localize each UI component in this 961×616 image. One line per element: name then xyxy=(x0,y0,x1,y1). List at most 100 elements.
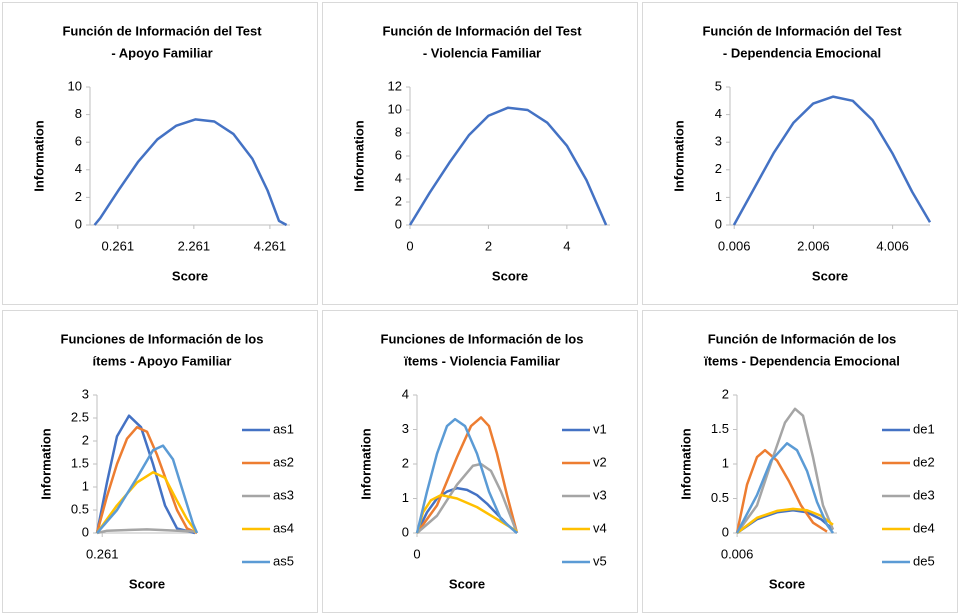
y-tick-label: 1 xyxy=(82,478,89,493)
chart-title: ítems - Apoyo Familiar xyxy=(93,353,232,368)
chart-title: Función de Información de los xyxy=(708,331,897,346)
y-tick-label: 0 xyxy=(402,524,409,539)
x-axis-label: Score xyxy=(449,576,485,591)
legend-label: de2 xyxy=(913,454,935,469)
legend-label: de3 xyxy=(913,487,935,502)
y-tick-label: 1.5 xyxy=(711,421,729,436)
y-tick-label: 4 xyxy=(395,170,402,185)
y-tick-label: 8 xyxy=(395,124,402,139)
x-tick-label: 2 xyxy=(485,238,492,253)
legend-label: v2 xyxy=(593,454,607,469)
y-tick-label: 4 xyxy=(402,386,409,401)
y-tick-label: 4 xyxy=(75,161,82,176)
x-tick-label: 0.261 xyxy=(86,546,119,561)
y-tick-label: 2 xyxy=(395,193,402,208)
x-tick-label: 4 xyxy=(563,238,570,253)
y-tick-label: 3 xyxy=(82,386,89,401)
data-line xyxy=(96,444,199,534)
y-tick-label: 0 xyxy=(395,216,402,231)
chart-title: - Apoyo Familiar xyxy=(111,45,212,60)
y-axis-label: Information xyxy=(31,120,46,192)
y-tick-label: 0 xyxy=(722,524,729,539)
legend-label: v4 xyxy=(593,520,607,535)
y-tick-label: 4 xyxy=(715,106,722,121)
chart-title: - Dependencia Emocional xyxy=(723,45,881,60)
legend-label: de4 xyxy=(913,520,935,535)
y-tick-label: 2 xyxy=(82,432,89,447)
data-line xyxy=(735,407,835,534)
y-tick-label: 12 xyxy=(388,78,402,93)
legend-label: v5 xyxy=(593,553,607,568)
y-tick-label: 2 xyxy=(402,455,409,470)
x-tick-label: 0 xyxy=(413,546,420,561)
data-line xyxy=(415,493,518,534)
x-tick-label: 2.006 xyxy=(797,238,830,253)
data-line xyxy=(408,106,608,226)
chart-title: Funciones de Información de los xyxy=(381,331,584,346)
y-tick-label: 0 xyxy=(82,524,89,539)
panel-border xyxy=(322,2,638,305)
chart-title: - Violencia Familiar xyxy=(423,45,541,60)
chart-title: Función de Información del Test xyxy=(382,23,582,38)
y-axis-label: Information xyxy=(671,120,686,192)
y-tick-label: 2 xyxy=(722,386,729,401)
legend-label: as5 xyxy=(273,553,294,568)
data-line xyxy=(736,507,834,534)
legend-label: v1 xyxy=(593,421,607,436)
y-tick-label: 8 xyxy=(75,106,82,121)
data-line xyxy=(415,417,518,534)
y-tick-label: 2 xyxy=(715,161,722,176)
panel-border xyxy=(642,2,958,305)
y-tick-label: 1.5 xyxy=(71,455,89,470)
chart-panel: Función de Información del Test - Violenc… xyxy=(322,2,638,305)
legend-label: as1 xyxy=(273,421,294,436)
legend-label: as4 xyxy=(273,520,294,535)
y-axis-label: Information xyxy=(678,428,693,500)
y-tick-label: 3 xyxy=(715,134,722,149)
data-line xyxy=(735,442,835,534)
legend-label: as3 xyxy=(273,487,294,502)
x-axis-label: Score xyxy=(492,268,528,283)
x-tick-label: 0.261 xyxy=(102,238,135,253)
x-tick-label: 4.006 xyxy=(876,238,909,253)
data-line xyxy=(96,528,198,535)
x-axis-label: Score xyxy=(812,268,848,283)
chart-title: Función de Información del Test xyxy=(702,23,902,38)
y-axis-label: Information xyxy=(38,428,53,500)
legend-label: as2 xyxy=(273,454,294,469)
x-tick-label: 0.006 xyxy=(721,546,754,561)
data-line xyxy=(95,425,198,535)
panel-border xyxy=(2,2,318,305)
chart-panel: Función de Información del Test - Depende… xyxy=(642,2,958,305)
data-line xyxy=(95,471,199,534)
y-tick-label: 5 xyxy=(715,78,722,93)
y-tick-label: 2.5 xyxy=(71,409,89,424)
chart-title: ïtems - Dependencia Emocional xyxy=(703,353,900,368)
x-axis-label: Score xyxy=(172,268,208,283)
data-line xyxy=(95,414,196,535)
x-tick-label: 0 xyxy=(406,238,413,253)
y-tick-label: 6 xyxy=(75,134,82,149)
chart-title: Función de Información del Test xyxy=(62,23,262,38)
chart-panel: Función de Información de los ïtems - Dep… xyxy=(642,310,958,613)
y-axis-label: Information xyxy=(351,120,366,192)
x-tick-label: 0.006 xyxy=(718,238,751,253)
x-axis-label: Score xyxy=(769,576,805,591)
data-line xyxy=(735,448,828,534)
legend-label: de5 xyxy=(913,553,935,568)
y-tick-label: 2 xyxy=(75,189,82,204)
x-axis-label: Score xyxy=(129,576,165,591)
chart-title: ïtems - Violencia Familiar xyxy=(403,353,560,368)
chart-title: Funciones de Información de los xyxy=(61,331,264,346)
chart-panel: Funciones de Información de los ítems - A… xyxy=(2,310,318,613)
x-tick-label: 4.261 xyxy=(254,238,287,253)
y-tick-label: 1 xyxy=(402,490,409,505)
chart-panel: Función de Información del Test - Apoyo F… xyxy=(2,2,318,305)
data-line xyxy=(93,118,288,227)
legend-label: v3 xyxy=(593,487,607,502)
legend-label: de1 xyxy=(913,421,935,436)
y-tick-label: 3 xyxy=(402,421,409,436)
y-tick-label: 10 xyxy=(388,101,402,116)
y-tick-label: 0.5 xyxy=(71,501,89,516)
